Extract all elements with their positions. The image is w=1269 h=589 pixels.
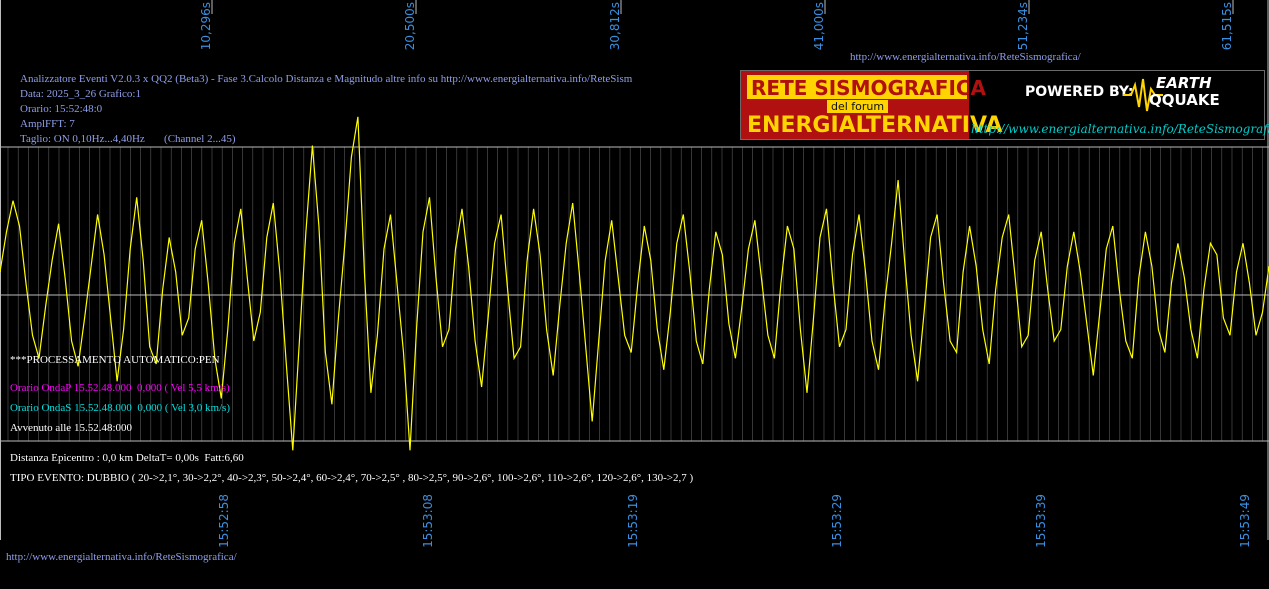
processing-title: ***PROCESSAMENTO AUTOMATICO:PEN	[10, 354, 220, 366]
bottom-tick-labels: 15:52:58 15:53:08 15:53:19 15:53:29 15:53:39…	[217, 494, 1252, 548]
event-type-label: TIPO EVENTO: DUBBIO ( 20->2,1°, 30->2,2°…	[10, 472, 694, 484]
top-tick-label-2: 30,812s	[608, 2, 622, 50]
bottom-tick-label-1: 15:53:08	[421, 494, 435, 548]
seismic-trace-line	[0, 116, 1269, 451]
top-tick-label-4: 51,234s	[1016, 2, 1030, 50]
horizontal-gridlines	[0, 146, 1269, 442]
logo-url-link[interactable]: http://www.energialternativa.info/ReteSi…	[971, 122, 1269, 136]
top-tick-label-5: 61,515s	[1220, 2, 1234, 50]
avvenuto-label: Avvenuto alle 15.52.48:000	[10, 422, 132, 434]
date-label: Data: 2025_3_26 Grafico:1	[20, 88, 141, 100]
onda-p-label: Orario OndaP 15.52.48.000 0,000 ( Vel 5,…	[10, 382, 230, 394]
top-url-link[interactable]: http://www.energialternativa.info/ReteSi…	[850, 51, 1081, 63]
bottom-tick-label-0: 15:52:58	[217, 494, 231, 548]
bottom-tick-label-3: 15:53:29	[830, 494, 844, 548]
bottom-tick-label-4: 15:53:39	[1034, 494, 1048, 548]
bottom-tick-label-2: 15:53:19	[626, 494, 640, 548]
amplfft-label: AmplFFT: 7	[20, 118, 75, 130]
top-tick-label-1: 20,500s	[403, 2, 417, 50]
logo-brand-qquake: QQUAKE	[1149, 91, 1220, 109]
top-tick-label-3: 41,000s	[812, 2, 826, 50]
distance-label: Distanza Epicentro : 0,0 km DeltaT= 0,00…	[10, 452, 244, 464]
onda-s-label: Orario OndaS 15.52.48.000 0,000 ( Vel 3,…	[10, 402, 231, 414]
app-title: Analizzatore Eventi V2.0.3 x QQ2 (Beta3)…	[20, 73, 633, 85]
filter-label: Taglio: ON 0,10Hz...4,40Hz (Channel 2...…	[20, 133, 236, 145]
bottom-tick-label-5: 15:53:49	[1238, 494, 1252, 548]
logo-forum-name: ENERGIALTERNATIVA	[747, 113, 1003, 138]
logo-subtitle: del forum	[827, 100, 889, 113]
footer-url-link[interactable]: http://www.energialternativa.info/ReteSi…	[6, 551, 237, 563]
powered-by-label: POWERED BY:	[1025, 84, 1134, 100]
logo-yellow-band	[747, 75, 967, 99]
earthquake-wave-icon	[1123, 78, 1163, 112]
vertical-gridlines	[7, 147, 1263, 441]
rete-sismografica-logo: RETE SISMOGRAFICA del forum ENERGIALTERN…	[740, 70, 1269, 140]
top-tick-label-0: 10,296s	[199, 2, 213, 50]
time-label: Orario: 15:52:48:0	[20, 103, 103, 115]
logo-brand-earth: EARTH	[1156, 74, 1212, 92]
logo-title: RETE SISMOGRAFICA	[751, 76, 987, 100]
top-tick-labels: 10,296s 20,500s 30,812s 41,000s 51,234s 61,51…	[199, 0, 1234, 50]
